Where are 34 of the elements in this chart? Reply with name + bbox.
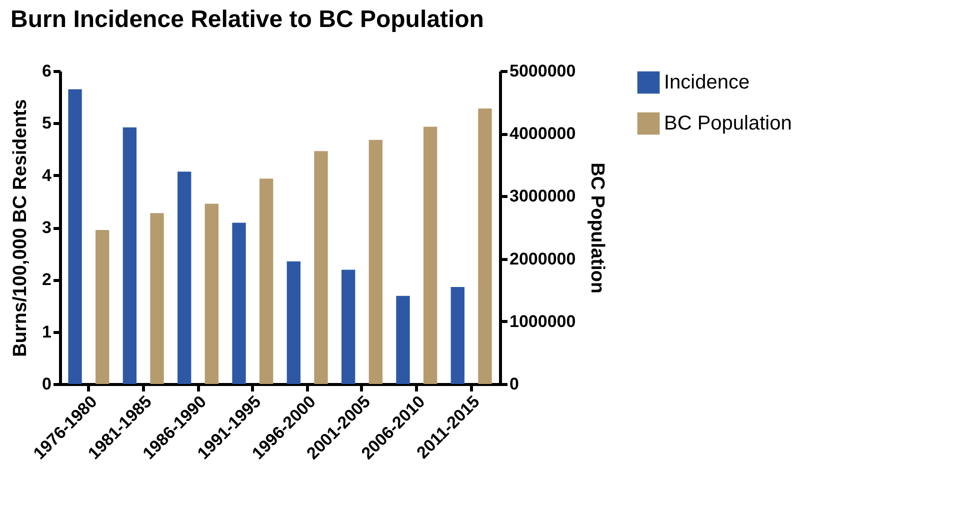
bar (368, 140, 382, 384)
bar (232, 222, 246, 384)
bar (396, 296, 410, 384)
y-tick-label: 6 (42, 62, 52, 80)
y-tick-label: 4 (42, 166, 52, 185)
bar (122, 127, 137, 384)
y2-tick-label: 4000000 (510, 124, 576, 144)
bar (96, 230, 110, 384)
y2-tick-label: 1000000 (510, 312, 576, 331)
y-axis-title: Burns/100,000 BC Residents (10, 99, 32, 357)
chart-title: Burn Incidence Relative to BC Population (10, 6, 484, 33)
bar (150, 213, 164, 384)
bar (423, 126, 438, 384)
y2-axis-title: BC Population (586, 162, 608, 294)
y-tick-label: 2 (42, 270, 52, 290)
y2-tick-label: 2000000 (510, 249, 576, 268)
legend-label: Incidence (664, 72, 750, 94)
y2-tick-label: 0 (510, 374, 519, 394)
y-tick-label: 0 (42, 374, 52, 394)
bar (286, 261, 300, 384)
bar (314, 151, 328, 384)
y2-tick-label: 5000000 (510, 62, 576, 80)
y2-tick-label: 3000000 (510, 186, 576, 206)
bar (204, 204, 219, 384)
bar (178, 172, 192, 384)
bar (260, 178, 274, 384)
bar (478, 108, 492, 384)
y-tick-label: 1 (42, 322, 52, 342)
y-tick-label: 3 (42, 218, 52, 237)
bar (450, 286, 464, 384)
bar (68, 89, 82, 384)
bar (341, 270, 356, 384)
y-tick-label: 5 (42, 114, 52, 133)
legend-label: BC Population (664, 112, 792, 134)
